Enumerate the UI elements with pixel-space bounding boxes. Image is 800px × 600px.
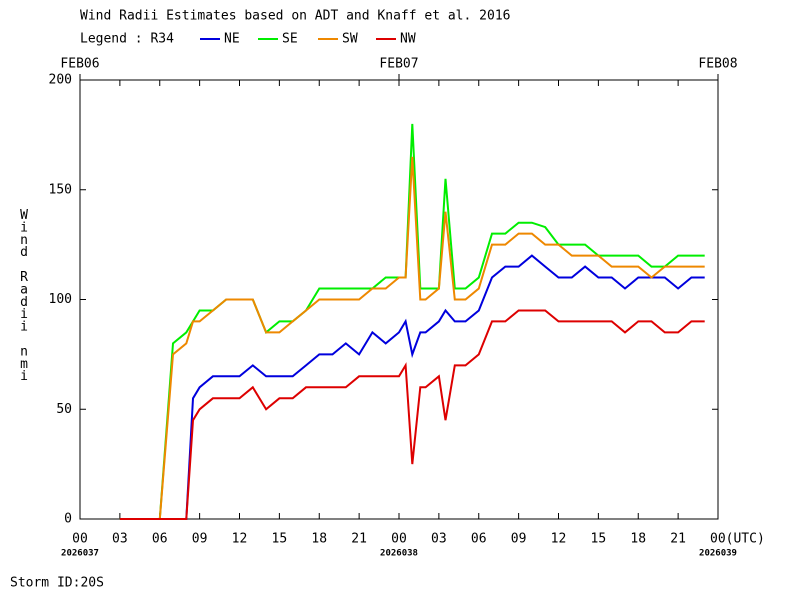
footer: Storm ID:20S [10, 576, 104, 591]
y-tick-label: 50 [56, 402, 72, 417]
x-tick-label: 09 [192, 532, 208, 547]
x-tick-label: 18 [311, 532, 327, 547]
series-line [119, 156, 705, 520]
bottom-date-label: 2026037 [61, 549, 99, 559]
series-line [119, 309, 705, 520]
x-tick-label: 03 [112, 532, 128, 547]
legend-label: NE [224, 32, 240, 47]
legend-label: NW [400, 32, 416, 47]
y-tick-label: 100 [49, 292, 72, 307]
x-tick-label: 00 [72, 532, 88, 547]
x-tick-label: 21 [351, 532, 367, 547]
x-tick-label: 18 [630, 532, 646, 547]
x-tick-label: 09 [511, 532, 527, 547]
legend-title: Legend : R34 [80, 32, 174, 47]
y-tick-label: 150 [49, 182, 72, 197]
y-tick-label: 200 [49, 73, 72, 88]
y-tick-label: 0 [64, 512, 72, 527]
x-tick-label: 06 [471, 532, 487, 547]
x-tick-label: 12 [232, 532, 248, 547]
x-tick-label: 00 [391, 532, 407, 547]
bottom-date-label: 2026038 [380, 549, 418, 559]
x-tick-label: 15 [591, 532, 607, 547]
top-date-label: FEB07 [379, 57, 418, 72]
x-tick-label: 15 [272, 532, 288, 547]
x-tick-label: 21 [670, 532, 686, 547]
chart-title: Wind Radii Estimates based on ADT and Kn… [80, 9, 510, 24]
bottom-date-label: 2026039 [699, 549, 737, 559]
x-tick-label: 03 [431, 532, 447, 547]
series-line [119, 254, 705, 520]
x-tick-label: 12 [551, 532, 567, 547]
x-tick-label: 00(UTC) [710, 532, 765, 547]
legend-label: SW [342, 32, 358, 47]
plot-frame [79, 79, 719, 520]
legend-label: SE [282, 32, 298, 47]
top-date-label: FEB08 [698, 57, 737, 72]
top-date-label: FEB06 [60, 57, 99, 72]
x-tick-label: 06 [152, 532, 168, 547]
